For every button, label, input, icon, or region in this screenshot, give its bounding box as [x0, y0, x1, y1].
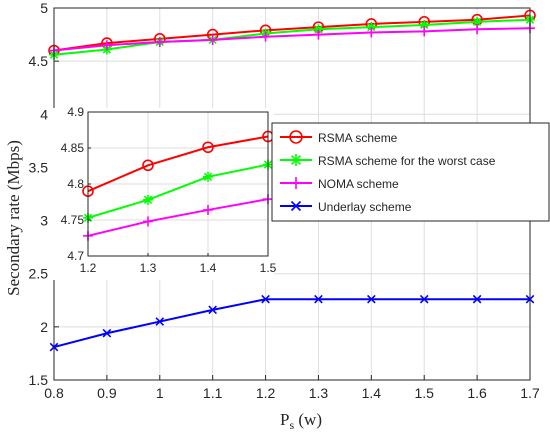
- series-4-point: [208, 305, 217, 315]
- y-tick-label: 4.5: [29, 53, 49, 69]
- series-3-point: [366, 27, 377, 38]
- series-3-point: [419, 26, 430, 37]
- inset-y-tick-label: 4.9: [67, 105, 84, 119]
- legend-label: Underlay scheme: [318, 200, 412, 214]
- x-axis-label-main: P: [280, 410, 289, 429]
- inset-series-1-point: [202, 141, 214, 154]
- series-4-point: [314, 294, 323, 304]
- series-4-point: [155, 317, 165, 326]
- series-3-point: [313, 29, 324, 40]
- legend-marker: [290, 177, 302, 189]
- series-line-3: [53, 27, 531, 52]
- x-tick-label: 1.2: [256, 385, 276, 401]
- series-4-point: [261, 294, 270, 304]
- x-tick-label: 1.6: [467, 385, 487, 401]
- legend-label: NOMA scheme: [318, 177, 399, 191]
- y-tick-label: 4: [40, 106, 48, 122]
- inset-x-tick-label: 1.3: [140, 261, 157, 275]
- x-tick-label: 0.9: [97, 385, 117, 401]
- legend-label: RSMA scheme for the worst case: [318, 154, 496, 168]
- inset-plot: 1.2 1.3 1.4 1.5 4.7 4.75 4.8 4.85 4.9: [52, 105, 277, 280]
- series-line-4: [53, 298, 530, 349]
- legend-box: [271, 122, 550, 222]
- y-axis-label: Secondary rate (Mbps): [4, 140, 23, 296]
- legend-marker: [290, 154, 302, 166]
- asterisk-marker-b: [367, 22, 376, 32]
- inset-x-tick-label: 1.2: [80, 261, 97, 275]
- asterisk-marker-b: [143, 195, 153, 205]
- series-3-point: [472, 24, 483, 35]
- x-tick-label: 0.8: [44, 385, 64, 401]
- legend-marker: [290, 200, 302, 212]
- x-tick-label: 1.3: [309, 385, 329, 401]
- legend-marker: [289, 130, 303, 144]
- series-4-point: [472, 294, 482, 304]
- main-ticks: 0.8 0.9 1 1.1 1.2 1.3 1.4 1.5 1.6 1.7 1.5 2 2.5 3 3.5 4…: [29, 0, 540, 401]
- series-3-point: [207, 34, 218, 45]
- asterisk-marker-b: [314, 25, 323, 34]
- inset-series-2-point: [143, 194, 153, 205]
- asterisk-marker-b: [472, 17, 482, 26]
- x-marker-b: [314, 294, 323, 304]
- x-marker-b: [472, 294, 482, 304]
- asterisk-marker-b: [291, 155, 301, 165]
- series-4-point: [102, 328, 112, 338]
- y-tick-label: 3.5: [29, 159, 49, 175]
- y-tick-label: 2.5: [29, 266, 49, 282]
- x-tick-label: 1: [156, 385, 164, 401]
- x-marker-b: [155, 317, 165, 326]
- x-axis-label: Ps (w): [280, 410, 322, 432]
- series-3-point: [154, 37, 165, 48]
- x-marker-b: [261, 294, 270, 304]
- inset-series-3-point: [143, 216, 153, 227]
- series-line-2: [53, 18, 531, 56]
- legend: RSMA scheme RSMA scheme for the worst cas…: [271, 122, 550, 222]
- inset-series-line-2: [87, 163, 269, 219]
- x-tick-label: 1.5: [414, 385, 434, 401]
- x-tick-label: 1.4: [362, 385, 382, 401]
- legend-label: RSMA scheme: [318, 131, 398, 145]
- asterisk-marker-b: [420, 20, 429, 30]
- x-tick-label: 1.7: [520, 385, 540, 401]
- x-marker-b: [208, 305, 217, 315]
- x-marker-b: [367, 294, 376, 304]
- inset-y-tick-label: 4.75: [61, 213, 85, 227]
- inset-x-tick-label: 1.4: [200, 261, 217, 275]
- inset-series-1-point: [142, 159, 154, 172]
- series-4-point: [419, 294, 429, 304]
- series-line-1: [53, 14, 531, 52]
- asterisk-marker-b: [203, 172, 213, 181]
- x-tick-label: 1.1: [203, 385, 223, 401]
- y-tick-label: 5: [40, 0, 48, 16]
- y-tick-label: 3: [40, 213, 48, 229]
- inset-y-tick-label: 4.85: [61, 141, 85, 155]
- inset-series-3-point: [203, 204, 213, 215]
- y-tick-label: 2: [40, 319, 48, 335]
- inset-series-2-point: [203, 171, 213, 182]
- x-marker-b: [102, 328, 112, 338]
- x-marker-b: [419, 294, 429, 304]
- series-3-point: [101, 40, 112, 51]
- x-axis-label-unit: (w): [294, 410, 322, 429]
- x-marker-b: [290, 200, 302, 212]
- series-3-point: [260, 31, 271, 42]
- inset-series-line-1: [87, 135, 269, 193]
- inset-y-tick-label: 4.8: [67, 177, 84, 191]
- series-4-point: [367, 294, 376, 304]
- inset-y-tick-label: 4.7: [67, 249, 84, 263]
- inset-x-tick-label: 1.5: [260, 261, 277, 275]
- x-axis-label-subscript: s: [289, 418, 294, 432]
- inset-series-line-3: [87, 198, 269, 237]
- y-tick-label: 1.5: [29, 372, 49, 388]
- series-2-point: [366, 22, 377, 33]
